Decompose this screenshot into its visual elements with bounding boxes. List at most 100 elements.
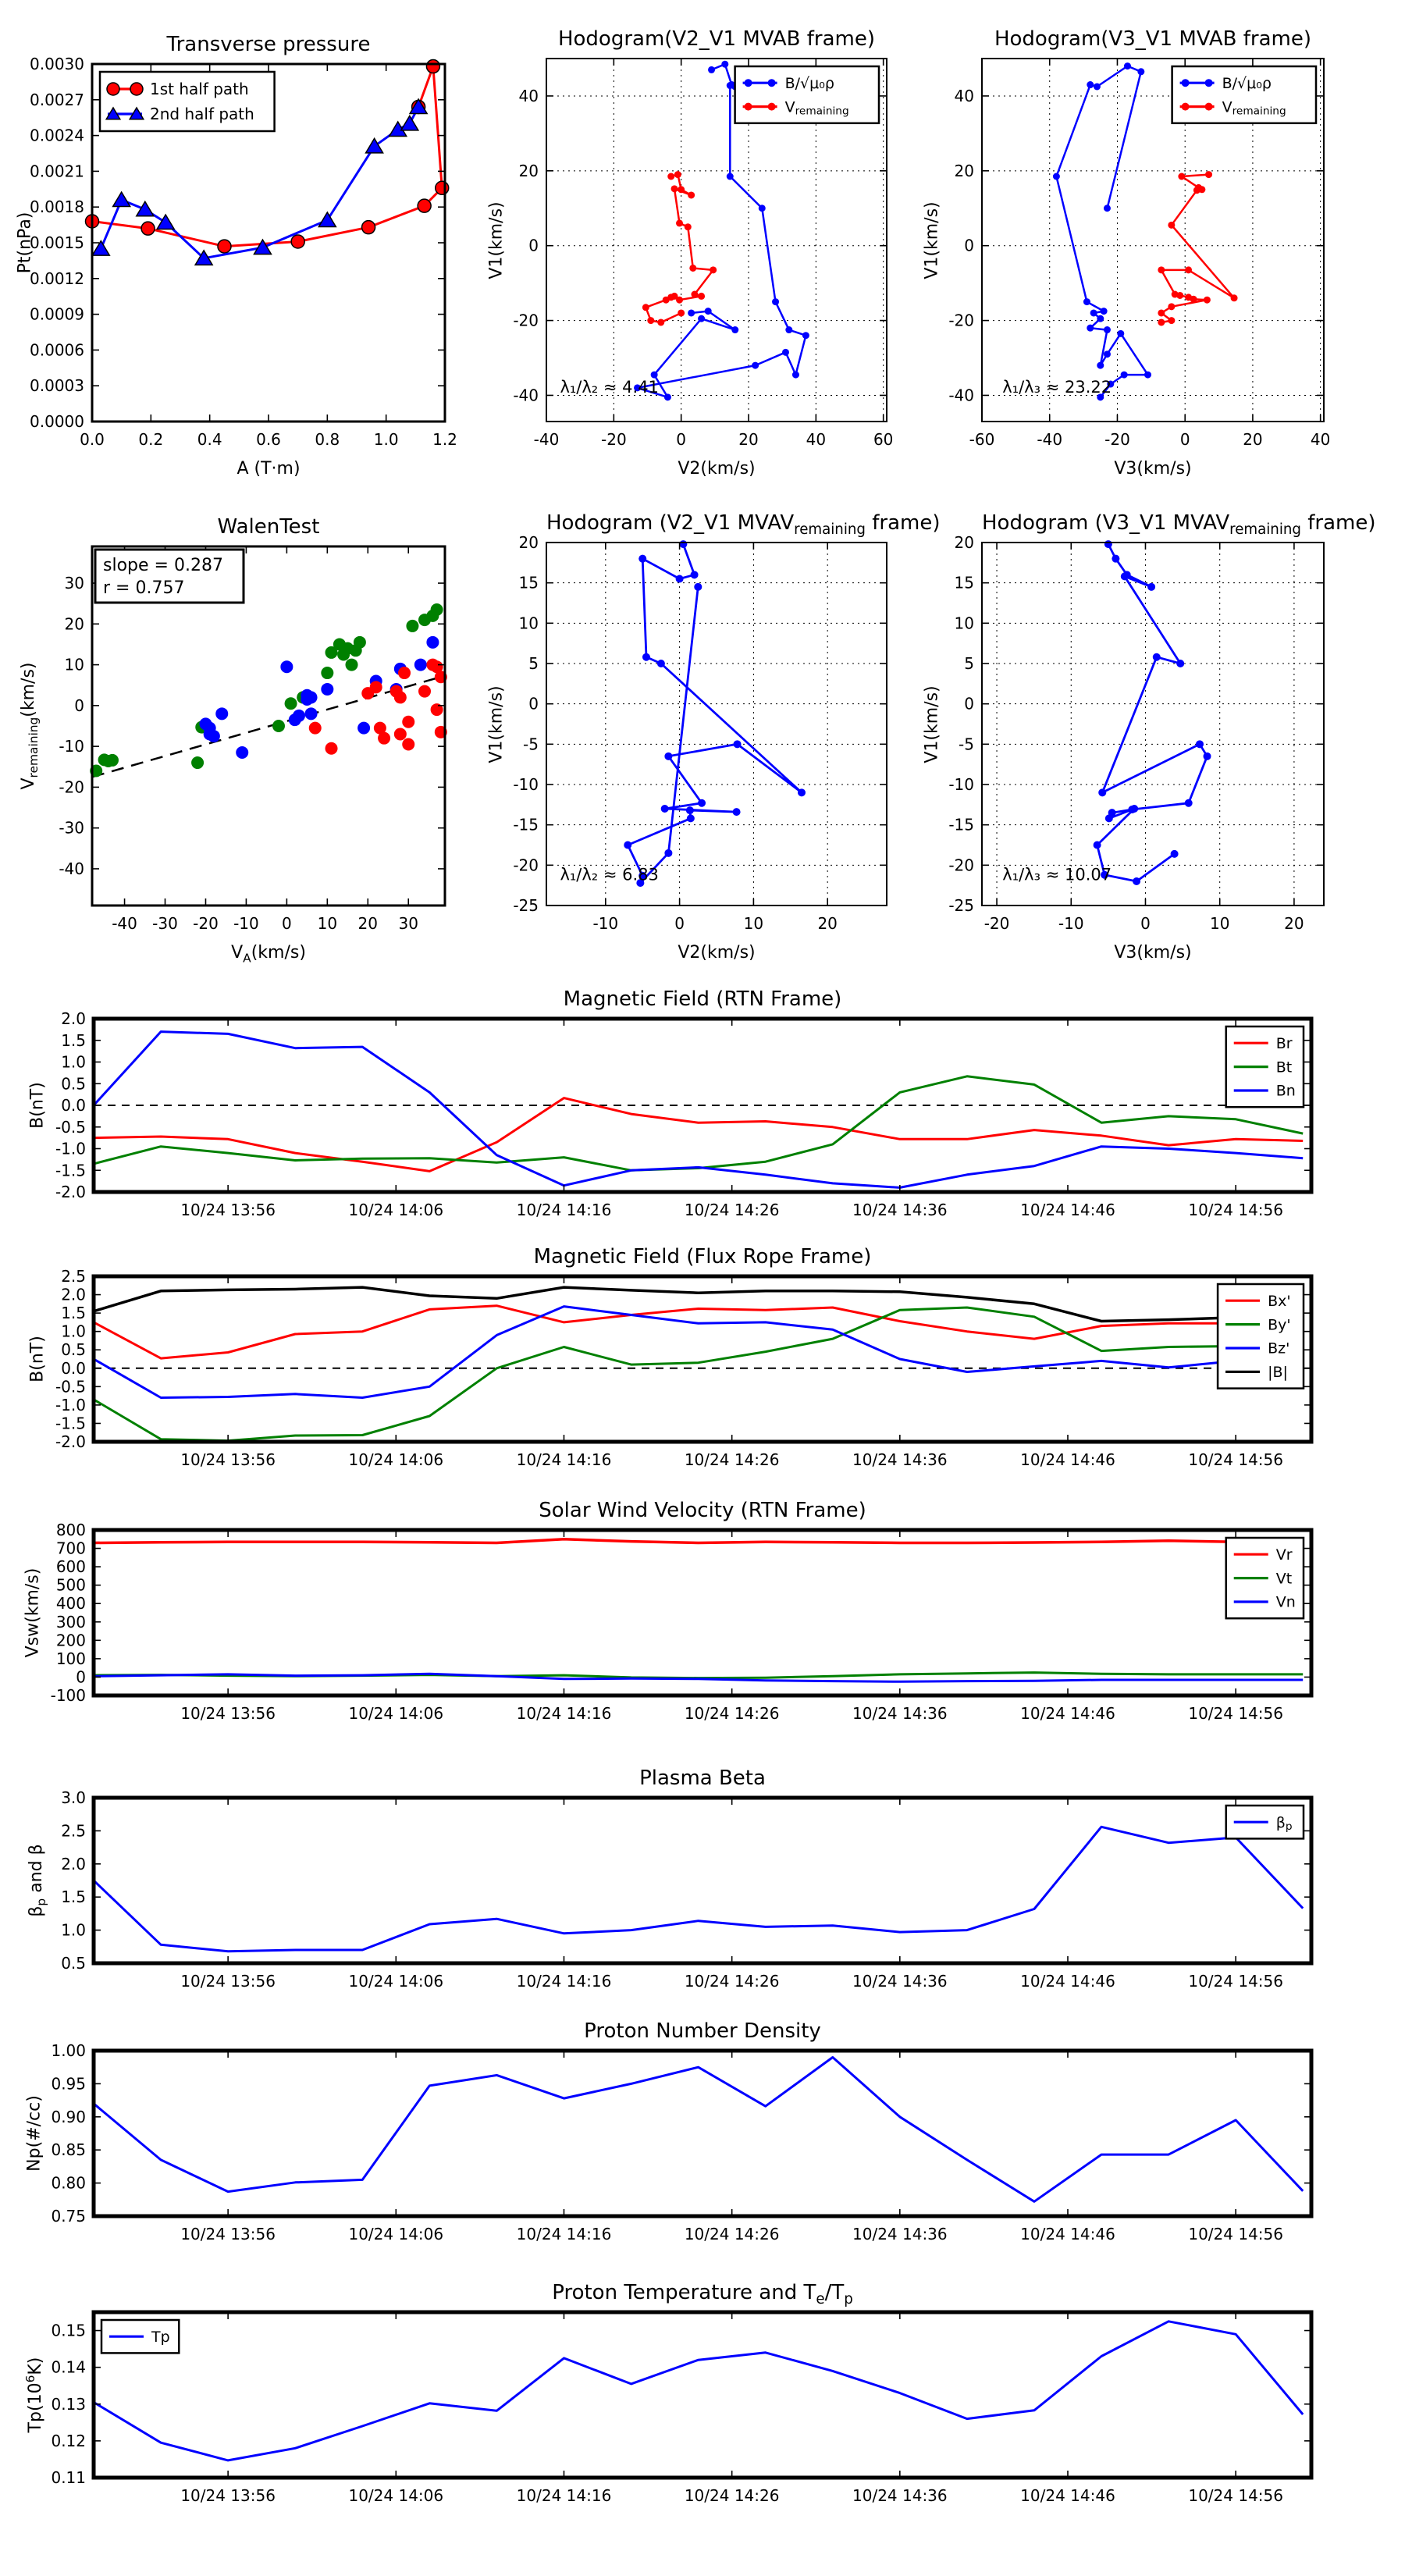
y-tick-label: 0.15 xyxy=(51,2322,86,2340)
plot-area: 10/24 13:56 10/24 14:06 10/24 14:16 10/24 1… xyxy=(14,2009,1405,2266)
panel-title: Hodogram(V2_V1 MVAB frame) xyxy=(557,27,876,51)
y-tick-label: 0.5 xyxy=(61,1340,86,1359)
axes-frame xyxy=(546,542,887,906)
x-tick-label: 10/24 14:06 xyxy=(348,1201,443,1219)
plot-area: -40 -20 0 20 40 60 -40 -20 0 20 40 B/√μ₀ρ Vremaining… xyxy=(468,16,968,503)
x-tick-label: 10/24 14:56 xyxy=(1188,1201,1283,1219)
y-tick-label: 0 xyxy=(964,237,974,255)
panel-title: Magnetic Field (RTN Frame) xyxy=(563,987,842,1011)
x-tick-label: 20 xyxy=(358,914,378,933)
y-tick-label: 2.0 xyxy=(61,1286,86,1304)
y-tick-label: 0 xyxy=(528,695,539,713)
panel-walen-test: WalenTest Vremaining(km/s) VA(km/s) -40-… xyxy=(14,496,521,987)
y-tick-label: -5 xyxy=(959,735,974,753)
panel-hodogram-v2v1-mvab: Hodogram(V2_V1 MVAB frame) V1(km/s) V2(k… xyxy=(468,16,968,500)
x-tick-label: 10/24 14:16 xyxy=(517,1450,612,1469)
x-tick-label: 10/24 14:26 xyxy=(685,2486,780,2505)
x-tick-label: 30 xyxy=(399,914,418,933)
y-tick-label: -25 xyxy=(948,896,974,915)
y-tick-label: 0.0012 xyxy=(30,269,84,288)
x-tick-label: 10/24 14:46 xyxy=(1020,1972,1115,1991)
x-tick-label: 20 xyxy=(817,914,837,933)
y-tick-label: 0 xyxy=(964,695,974,713)
x-tick-label: 10/24 14:46 xyxy=(1020,2225,1115,2243)
y-tick-label: 0.0018 xyxy=(30,197,84,216)
x-tick-label: -20 xyxy=(1104,430,1130,449)
x-tick-label: 10/24 13:56 xyxy=(180,1972,276,1991)
series-beta-p xyxy=(92,1825,1304,1953)
x-tick-label: -40 xyxy=(534,430,560,449)
series-Vn xyxy=(93,1672,1304,1683)
legend-box xyxy=(98,70,276,133)
legend-label: Vremaining xyxy=(785,98,849,117)
plot-area: 10/24 13:56 10/24 14:06 10/24 14:16 10/24 1… xyxy=(14,1756,1405,2013)
x-tick-label: 10/24 14:06 xyxy=(348,1972,443,1991)
x-tick-label: -10 xyxy=(1058,914,1084,933)
legend-label: Bz' xyxy=(1268,1340,1289,1357)
y-tick-label: -2.0 xyxy=(55,1432,86,1451)
x-tick-label: 10/24 14:16 xyxy=(517,2225,612,2243)
plasma-beta-svg: 10/24 13:56 10/24 14:06 10/24 14:16 10/24 1… xyxy=(61,1788,1314,1991)
hodogram-v3v1-mvav-svg: -20 -10 0 10 20 -25 -20 -15 -10 -5 0 5 10 15 20 λ₁/λ₃ ≈… xyxy=(948,533,1325,933)
x-tick-label: 10/24 13:56 xyxy=(180,1450,276,1469)
y-tick-label: 15 xyxy=(519,574,539,592)
y-tick-label: -1.5 xyxy=(55,1161,86,1179)
y-tick-label: 5 xyxy=(964,654,974,673)
x-tick-label: 0 xyxy=(1140,914,1151,933)
x-tick-label: 10/24 14:56 xyxy=(1188,2486,1283,2505)
y-tick-label: -5 xyxy=(523,735,539,753)
x-tick-label: 10/24 14:56 xyxy=(1188,1972,1283,1991)
panel-title: WalenTest xyxy=(217,515,320,539)
panel-proton-density: Proton Number Density Np(#/cc) 10/24 13:… xyxy=(14,2009,1405,2263)
x-tick-label: 10/24 14:36 xyxy=(852,2225,948,2243)
x-tick-label: 0.0 xyxy=(80,430,105,449)
axes-frame xyxy=(91,2048,1314,2218)
y-tick-label: 0.5 xyxy=(61,1954,86,1973)
y-tick-label: -20 xyxy=(513,311,539,330)
y-tick-label: 10 xyxy=(519,614,539,632)
x-tick-label: -10 xyxy=(592,914,618,933)
y-tick-label: 15 xyxy=(955,574,974,592)
y-tick-label: 0.0030 xyxy=(30,55,84,73)
y-tick-label: -40 xyxy=(513,386,539,404)
y-tick-label: -20 xyxy=(513,856,539,874)
y-tick-label: 1.00 xyxy=(51,2041,86,2060)
y-tick-label: 0.0003 xyxy=(30,376,84,395)
x-tick-label: 10/24 13:56 xyxy=(180,1704,276,1723)
y-tick-label: 2.0 xyxy=(61,1855,86,1873)
walen-test-svg: -40 -30 -20 -10 0 10 20 30 -40 -30 -20 -10 0 10 20 30 sl… xyxy=(59,545,447,933)
y-tick-label: -2.0 xyxy=(55,1183,86,1201)
y-tick-label: 5 xyxy=(528,654,539,673)
lambda-annotation: λ₁/λ₂ ≈ 4.41 xyxy=(560,378,658,397)
y-tick-label: 0.90 xyxy=(51,2108,86,2126)
y-tick-label: 0.0009 xyxy=(30,305,84,324)
axes-frame xyxy=(546,58,887,422)
y-tick-label: 0.5 xyxy=(61,1074,86,1093)
y-tick-label: -40 xyxy=(59,859,84,878)
lambda-annotation: λ₁/λ₃ ≈ 23.22 xyxy=(1002,378,1112,397)
series-Np xyxy=(93,2056,1304,2203)
y-tick-label: 1.5 xyxy=(61,1888,86,1906)
x-tick-label: 10/24 13:56 xyxy=(180,2486,276,2505)
y-tick-label: 500 xyxy=(56,1576,86,1595)
y-tick-label: 2.0 xyxy=(61,1009,86,1028)
panel-title: Hodogram(V3_V1 MVAB frame) xyxy=(994,27,1312,51)
series-V-remaining xyxy=(1160,173,1236,324)
transverse-pressure-svg: 0.0 0.2 0.4 0.6 0.8 1.0 1.2 0.0000 0.0003 0.0006 0… xyxy=(30,55,457,449)
x-tick-label: 10/24 14:16 xyxy=(517,1704,612,1723)
x-tick-label: 0.4 xyxy=(197,430,222,449)
y-tick-label: 300 xyxy=(56,1613,86,1631)
x-tick-label: 10/24 14:36 xyxy=(852,1972,948,1991)
panel-xlabel: VA(km/s) xyxy=(231,943,306,966)
x-tick-label: 10/24 14:06 xyxy=(348,1704,443,1723)
y-tick-label: 3.0 xyxy=(61,1788,86,1807)
y-tick-label: 30 xyxy=(65,574,84,592)
panel-hodogram-v2v1-mvav: Hodogram (V2_V1 MVAVremaining frame) V1(… xyxy=(468,496,968,987)
axes-frame xyxy=(91,2310,1314,2480)
x-tick-label: 10/24 14:36 xyxy=(852,1704,948,1723)
sw-velocity-svg: 10/24 13:56 10/24 14:06 10/24 14:16 10/24 1… xyxy=(51,1521,1314,1723)
panel-title: Transverse pressure xyxy=(166,33,371,56)
x-tick-label: 10/24 14:36 xyxy=(852,1450,948,1469)
x-tick-label: 10/24 14:26 xyxy=(685,1450,780,1469)
